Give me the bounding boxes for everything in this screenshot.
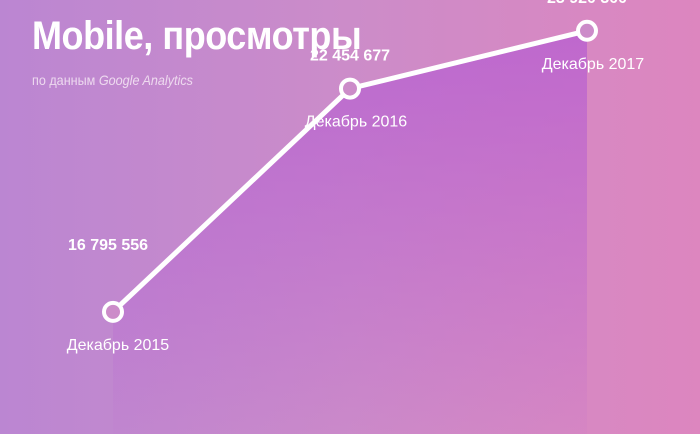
data-point-marker	[576, 19, 598, 42]
series-area	[113, 30, 587, 434]
data-value-label: 22 454 677	[310, 48, 390, 65]
subtitle-source: Google Analytics	[98, 72, 193, 88]
chart-title: Mobile, просмотры	[32, 14, 362, 58]
category-label: Декабрь 2017	[542, 56, 645, 73]
data-point-marker	[339, 77, 361, 100]
category-label: Декабрь 2016	[305, 114, 408, 131]
data-value-label: 23 920 300	[547, 0, 627, 7]
subtitle-prefix: по данным	[32, 72, 96, 88]
chart-subtitle: по данным Google Analytics	[32, 72, 193, 88]
category-label: Декабрь 2015	[67, 337, 170, 354]
data-value-label: 16 795 556	[68, 237, 148, 254]
data-point-marker	[102, 300, 124, 323]
